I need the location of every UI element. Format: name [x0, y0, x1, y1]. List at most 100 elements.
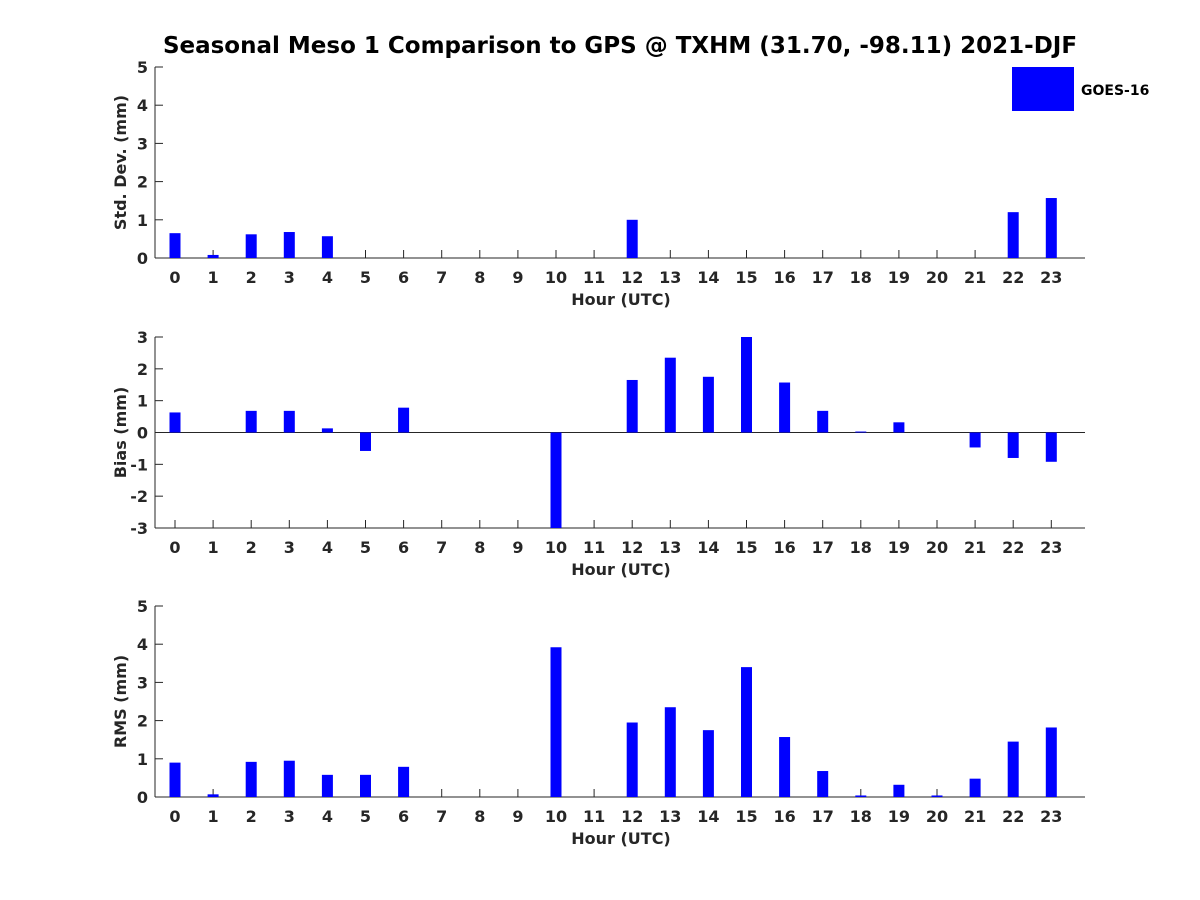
y-tick-label: 0	[137, 424, 148, 443]
y-tick-label: 0	[137, 249, 148, 268]
bar-hour-18	[855, 795, 867, 797]
bar-hour-3	[283, 410, 295, 433]
x-tick-label: 16	[773, 538, 795, 557]
x-tick-label: 4	[322, 268, 333, 287]
bar-hour-21	[969, 432, 981, 448]
y-axis-label: Bias (mm)	[111, 387, 130, 479]
y-tick-label: 5	[137, 597, 148, 616]
x-tick-label: 0	[169, 268, 180, 287]
bar-hour-13	[664, 357, 676, 433]
y-tick-label: 4	[137, 96, 148, 115]
y-tick-label: 1	[137, 211, 148, 230]
x-tick-label: 2	[246, 538, 257, 557]
x-axis-label: Hour (UTC)	[571, 829, 671, 848]
x-tick-label: 11	[583, 268, 605, 287]
bar-hour-17	[817, 771, 829, 797]
bar-hour-10	[550, 432, 562, 528]
bar-hour-0	[169, 233, 181, 258]
y-tick-label: 2	[137, 712, 148, 731]
x-tick-label: 5	[360, 807, 371, 826]
x-tick-label: 12	[621, 268, 643, 287]
x-tick-label: 10	[545, 807, 567, 826]
x-tick-label: 8	[474, 268, 485, 287]
x-tick-label: 19	[888, 538, 910, 557]
bar-hour-2	[245, 410, 257, 433]
bar-hour-16	[779, 382, 791, 433]
bar-hour-18	[855, 431, 867, 433]
bar-hour-22	[1007, 212, 1019, 258]
bar-hour-1	[207, 254, 219, 258]
bar-hour-0	[169, 762, 181, 797]
bar-hour-4	[321, 236, 333, 258]
x-tick-label: 11	[583, 538, 605, 557]
x-tick-label: 7	[436, 538, 447, 557]
bar-hour-19	[893, 422, 905, 433]
x-tick-label: 1	[208, 807, 219, 826]
x-tick-label: 13	[659, 538, 681, 557]
bar-hour-15	[741, 337, 752, 433]
x-tick-label: 3	[284, 807, 295, 826]
x-tick-label: 9	[512, 538, 523, 557]
x-tick-label: 7	[436, 268, 447, 287]
x-tick-label: 22	[1002, 268, 1024, 287]
x-tick-label: 14	[697, 807, 719, 826]
x-tick-label: 3	[284, 538, 295, 557]
bar-hour-6	[398, 766, 410, 797]
y-tick-label: 3	[137, 673, 148, 692]
y-tick-label: 1	[137, 750, 148, 769]
x-tick-label: 23	[1040, 268, 1062, 287]
bar-hour-0	[169, 412, 181, 433]
y-axis-label: RMS (mm)	[111, 655, 130, 748]
x-tick-label: 16	[773, 268, 795, 287]
x-tick-label: 6	[398, 807, 409, 826]
x-tick-label: 23	[1040, 538, 1062, 557]
x-tick-label: 15	[735, 807, 757, 826]
bar-hour-23	[1045, 727, 1057, 797]
y-tick-label: 3	[137, 134, 148, 153]
y-tick-label: 2	[137, 360, 148, 379]
bar-hour-22	[1007, 432, 1019, 458]
x-tick-label: 20	[926, 538, 948, 557]
x-tick-label: 12	[621, 538, 643, 557]
x-tick-label: 21	[964, 538, 986, 557]
bar-hour-12	[626, 722, 638, 797]
x-tick-label: 17	[812, 807, 834, 826]
bar-hour-4	[321, 774, 333, 797]
x-tick-label: 0	[169, 538, 180, 557]
y-tick-label: 0	[137, 788, 148, 807]
x-tick-label: 14	[697, 538, 719, 557]
x-tick-label: 21	[964, 807, 986, 826]
x-tick-label: 0	[169, 807, 180, 826]
legend-swatch	[1012, 67, 1074, 111]
x-tick-label: 18	[850, 268, 872, 287]
x-axis-label: Hour (UTC)	[571, 290, 671, 309]
y-tick-label: 1	[137, 392, 148, 411]
bar-hour-6	[398, 407, 410, 433]
chart-title: Seasonal Meso 1 Comparison to GPS @ TXHM…	[163, 33, 1077, 59]
x-tick-label: 16	[773, 807, 795, 826]
x-tick-label: 6	[398, 538, 409, 557]
bar-hour-12	[626, 219, 638, 258]
bar-hour-2	[245, 761, 257, 797]
bar-hour-21	[969, 778, 981, 797]
x-tick-label: 21	[964, 268, 986, 287]
y-tick-label: -1	[130, 455, 148, 474]
x-tick-label: 2	[246, 268, 257, 287]
x-tick-label: 11	[583, 807, 605, 826]
x-tick-label: 15	[735, 268, 757, 287]
x-tick-label: 20	[926, 268, 948, 287]
x-tick-label: 15	[735, 538, 757, 557]
x-tick-label: 18	[850, 538, 872, 557]
bar-hour-10	[550, 647, 562, 797]
bar-hour-2	[245, 234, 257, 258]
bar-hour-22	[1007, 741, 1019, 797]
bar-hour-5	[360, 774, 371, 797]
x-tick-label: 8	[474, 538, 485, 557]
y-tick-label: 4	[137, 635, 148, 654]
bar-hour-23	[1045, 432, 1057, 462]
legend-label: GOES-16	[1081, 83, 1149, 99]
